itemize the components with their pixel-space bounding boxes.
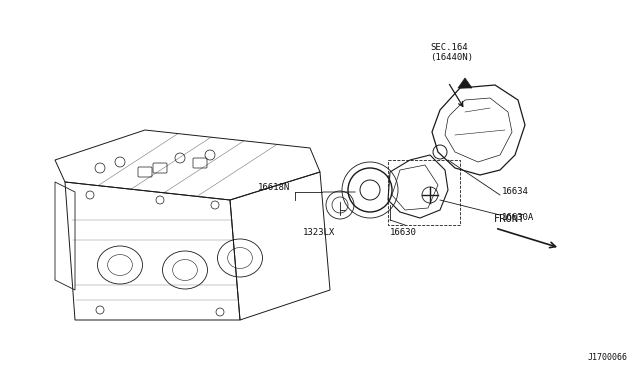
Text: 16630A: 16630A [502, 214, 534, 222]
Text: 16634: 16634 [502, 187, 529, 196]
Text: J1700066: J1700066 [588, 353, 628, 362]
Text: FRONT: FRONT [494, 214, 525, 224]
Text: 16618N: 16618N [258, 183, 290, 192]
Text: 16630: 16630 [390, 228, 417, 237]
Text: SEC.164
(16440N): SEC.164 (16440N) [430, 43, 473, 62]
Polygon shape [458, 78, 472, 88]
Text: 1323LX: 1323LX [303, 228, 335, 237]
